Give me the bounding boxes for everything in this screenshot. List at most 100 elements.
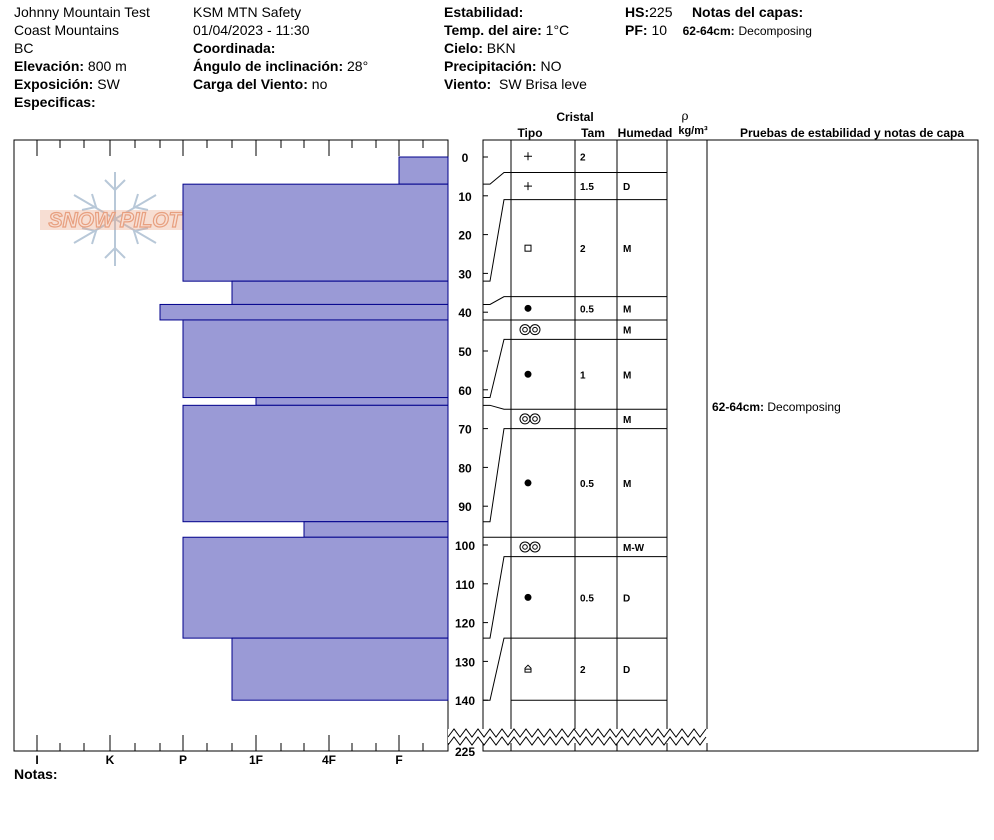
slope-angle-value: 28°	[347, 58, 369, 74]
connector-10	[483, 637, 511, 701]
crystal-symbol-4-i2	[532, 326, 538, 333]
crystal-size-10: 2	[580, 665, 586, 676]
connector-5	[483, 338, 511, 399]
crystal-symbol-4-o2	[529, 324, 541, 336]
depth-label-20: 20	[458, 229, 472, 243]
location-name: Johnny Mountain Test	[14, 4, 150, 20]
crystal-symbol-4	[519, 324, 541, 336]
crystal-symbol-6-i2	[532, 416, 538, 422]
hardness-bars	[159, 156, 449, 701]
header-col1: Johnny Mountain Test Coast Mountains BC …	[14, 3, 150, 111]
crystal-symbol-6-o1	[519, 413, 531, 425]
hardness-bar-3	[159, 303, 449, 321]
logo-text: SNOW PILOT	[49, 209, 184, 232]
air-temp-row: Temp. del aire: 1°C	[444, 22, 570, 38]
crystal-moisture-6: M	[623, 415, 631, 426]
stability-row: Estabilidad:	[444, 4, 524, 20]
zigzag-line-0	[447, 728, 707, 738]
crystal-table-frame	[482, 139, 979, 752]
crystal-symbol-9-dot	[524, 593, 532, 601]
connector-3	[483, 296, 511, 305]
tipo-header: Tipo	[517, 126, 542, 140]
crystal-moisture-1: D	[623, 182, 630, 193]
hardness-bar-7	[303, 521, 449, 538]
hardness-label-P: P	[179, 753, 187, 767]
tam-header: Tam	[581, 126, 605, 140]
layer-note-text: Decomposing	[767, 400, 840, 414]
crystal-symbol-6-i1	[522, 416, 528, 422]
sky-value: BKN	[486, 40, 516, 56]
layer-connectors	[483, 172, 511, 701]
air-temp-value: 1°C	[545, 22, 570, 38]
depth-label-0: 0	[462, 151, 469, 165]
zigzag-line-1	[447, 736, 707, 746]
crystal-moisture-9: D	[623, 593, 630, 604]
depth-break-zigzag	[447, 728, 707, 746]
hardness-label-4F: 4F	[322, 753, 336, 767]
hs-value: 225	[649, 4, 673, 20]
elevation-value: 800 m	[87, 58, 127, 74]
snowpilot-logo: SNOW PILOT	[40, 172, 192, 266]
depth-label-130: 130	[455, 655, 475, 669]
density-unit-header: kg/m³	[678, 125, 708, 137]
crystal-symbol-2	[524, 244, 532, 252]
crystal-moisture-8: M-W	[623, 543, 645, 554]
crystal-symbol-5	[524, 370, 532, 378]
hardness-label-K: K	[106, 753, 115, 767]
crystal-symbol-4-i1	[522, 326, 528, 333]
depth-label-100: 100	[455, 539, 475, 553]
depth-label-10: 10	[458, 190, 472, 204]
crystal-size-0: 2	[580, 152, 586, 163]
crystal-symbol-8-o1	[519, 541, 531, 553]
header-col3: Estabilidad: Temp. del aire: 1°C Cielo: …	[444, 3, 587, 93]
depth-label-140: 140	[455, 694, 475, 708]
depth-label-80: 80	[458, 461, 472, 475]
crystal-size-2: 2	[580, 244, 586, 255]
hardness-bar-1	[182, 183, 449, 282]
crystal-symbol-3-dot	[524, 304, 532, 312]
header-col4: HS:225 Notas del capas: PF: 10 62-64cm: …	[625, 3, 812, 40]
hardness-bar-0	[398, 156, 449, 185]
elevation-row: Elevación: 800 m	[14, 58, 127, 74]
crystal-rows: 21.5 D2 M0.5 MM1 MM0.5 MM-W0.5 D2 D	[511, 152, 667, 701]
crystal-moisture-3: M	[623, 304, 631, 315]
crystal-moisture-10: D	[623, 665, 630, 676]
layer-note: 62-64cm: Decomposing	[712, 400, 841, 414]
crystal-symbol-5-dot	[524, 370, 532, 378]
wind-load-value: no	[311, 76, 328, 92]
crystal-symbol-10	[524, 664, 532, 673]
connector-9	[483, 556, 511, 639]
crystal-symbol-8	[519, 541, 541, 553]
sky-row: Cielo: BKN	[444, 40, 516, 56]
hs-row: HS:225 Notas del capas:	[625, 4, 804, 20]
hardness-bar-6	[182, 404, 449, 523]
crystal-symbol-1	[524, 182, 532, 191]
hardness-label-1F: 1F	[249, 753, 263, 767]
crystal-symbol-8-i2	[532, 544, 538, 550]
crystal-symbol-3	[524, 304, 532, 312]
depth-label-40: 40	[458, 306, 472, 320]
notas-label: Notas:	[14, 766, 58, 782]
crystal-symbol-9	[524, 593, 532, 601]
precip-row: Precipitación: NO	[444, 58, 562, 74]
depth-label-90: 90	[458, 500, 472, 514]
hardness-bar-5	[255, 397, 449, 406]
humedad-header: Humedad	[618, 126, 673, 140]
location-region: BC	[14, 40, 34, 56]
total-depth-label: 225	[455, 745, 475, 759]
connector-1	[483, 172, 511, 185]
connector-7	[483, 428, 511, 523]
connector-6	[483, 404, 511, 410]
aspect-row: Exposición: SW	[14, 76, 120, 92]
wind-load-row: Carga del Viento: no	[193, 76, 328, 92]
especificas-row: Especificas:	[14, 94, 96, 110]
coordinate-row: Coordinada:	[193, 40, 276, 56]
crystal-symbol-6-o2	[529, 413, 541, 425]
snowflake-icon	[73, 172, 157, 266]
hardness-ticks	[36, 140, 424, 751]
layer-notes-title: Notas del capas:	[691, 4, 804, 20]
crystal-moisture-4: M	[623, 326, 631, 337]
crystal-moisture-2: M	[623, 244, 631, 255]
crystal-symbol-8-o2	[529, 541, 541, 553]
header-col2: KSM MTN Safety 01/04/2023 - 11:30 Coordi…	[193, 3, 368, 93]
